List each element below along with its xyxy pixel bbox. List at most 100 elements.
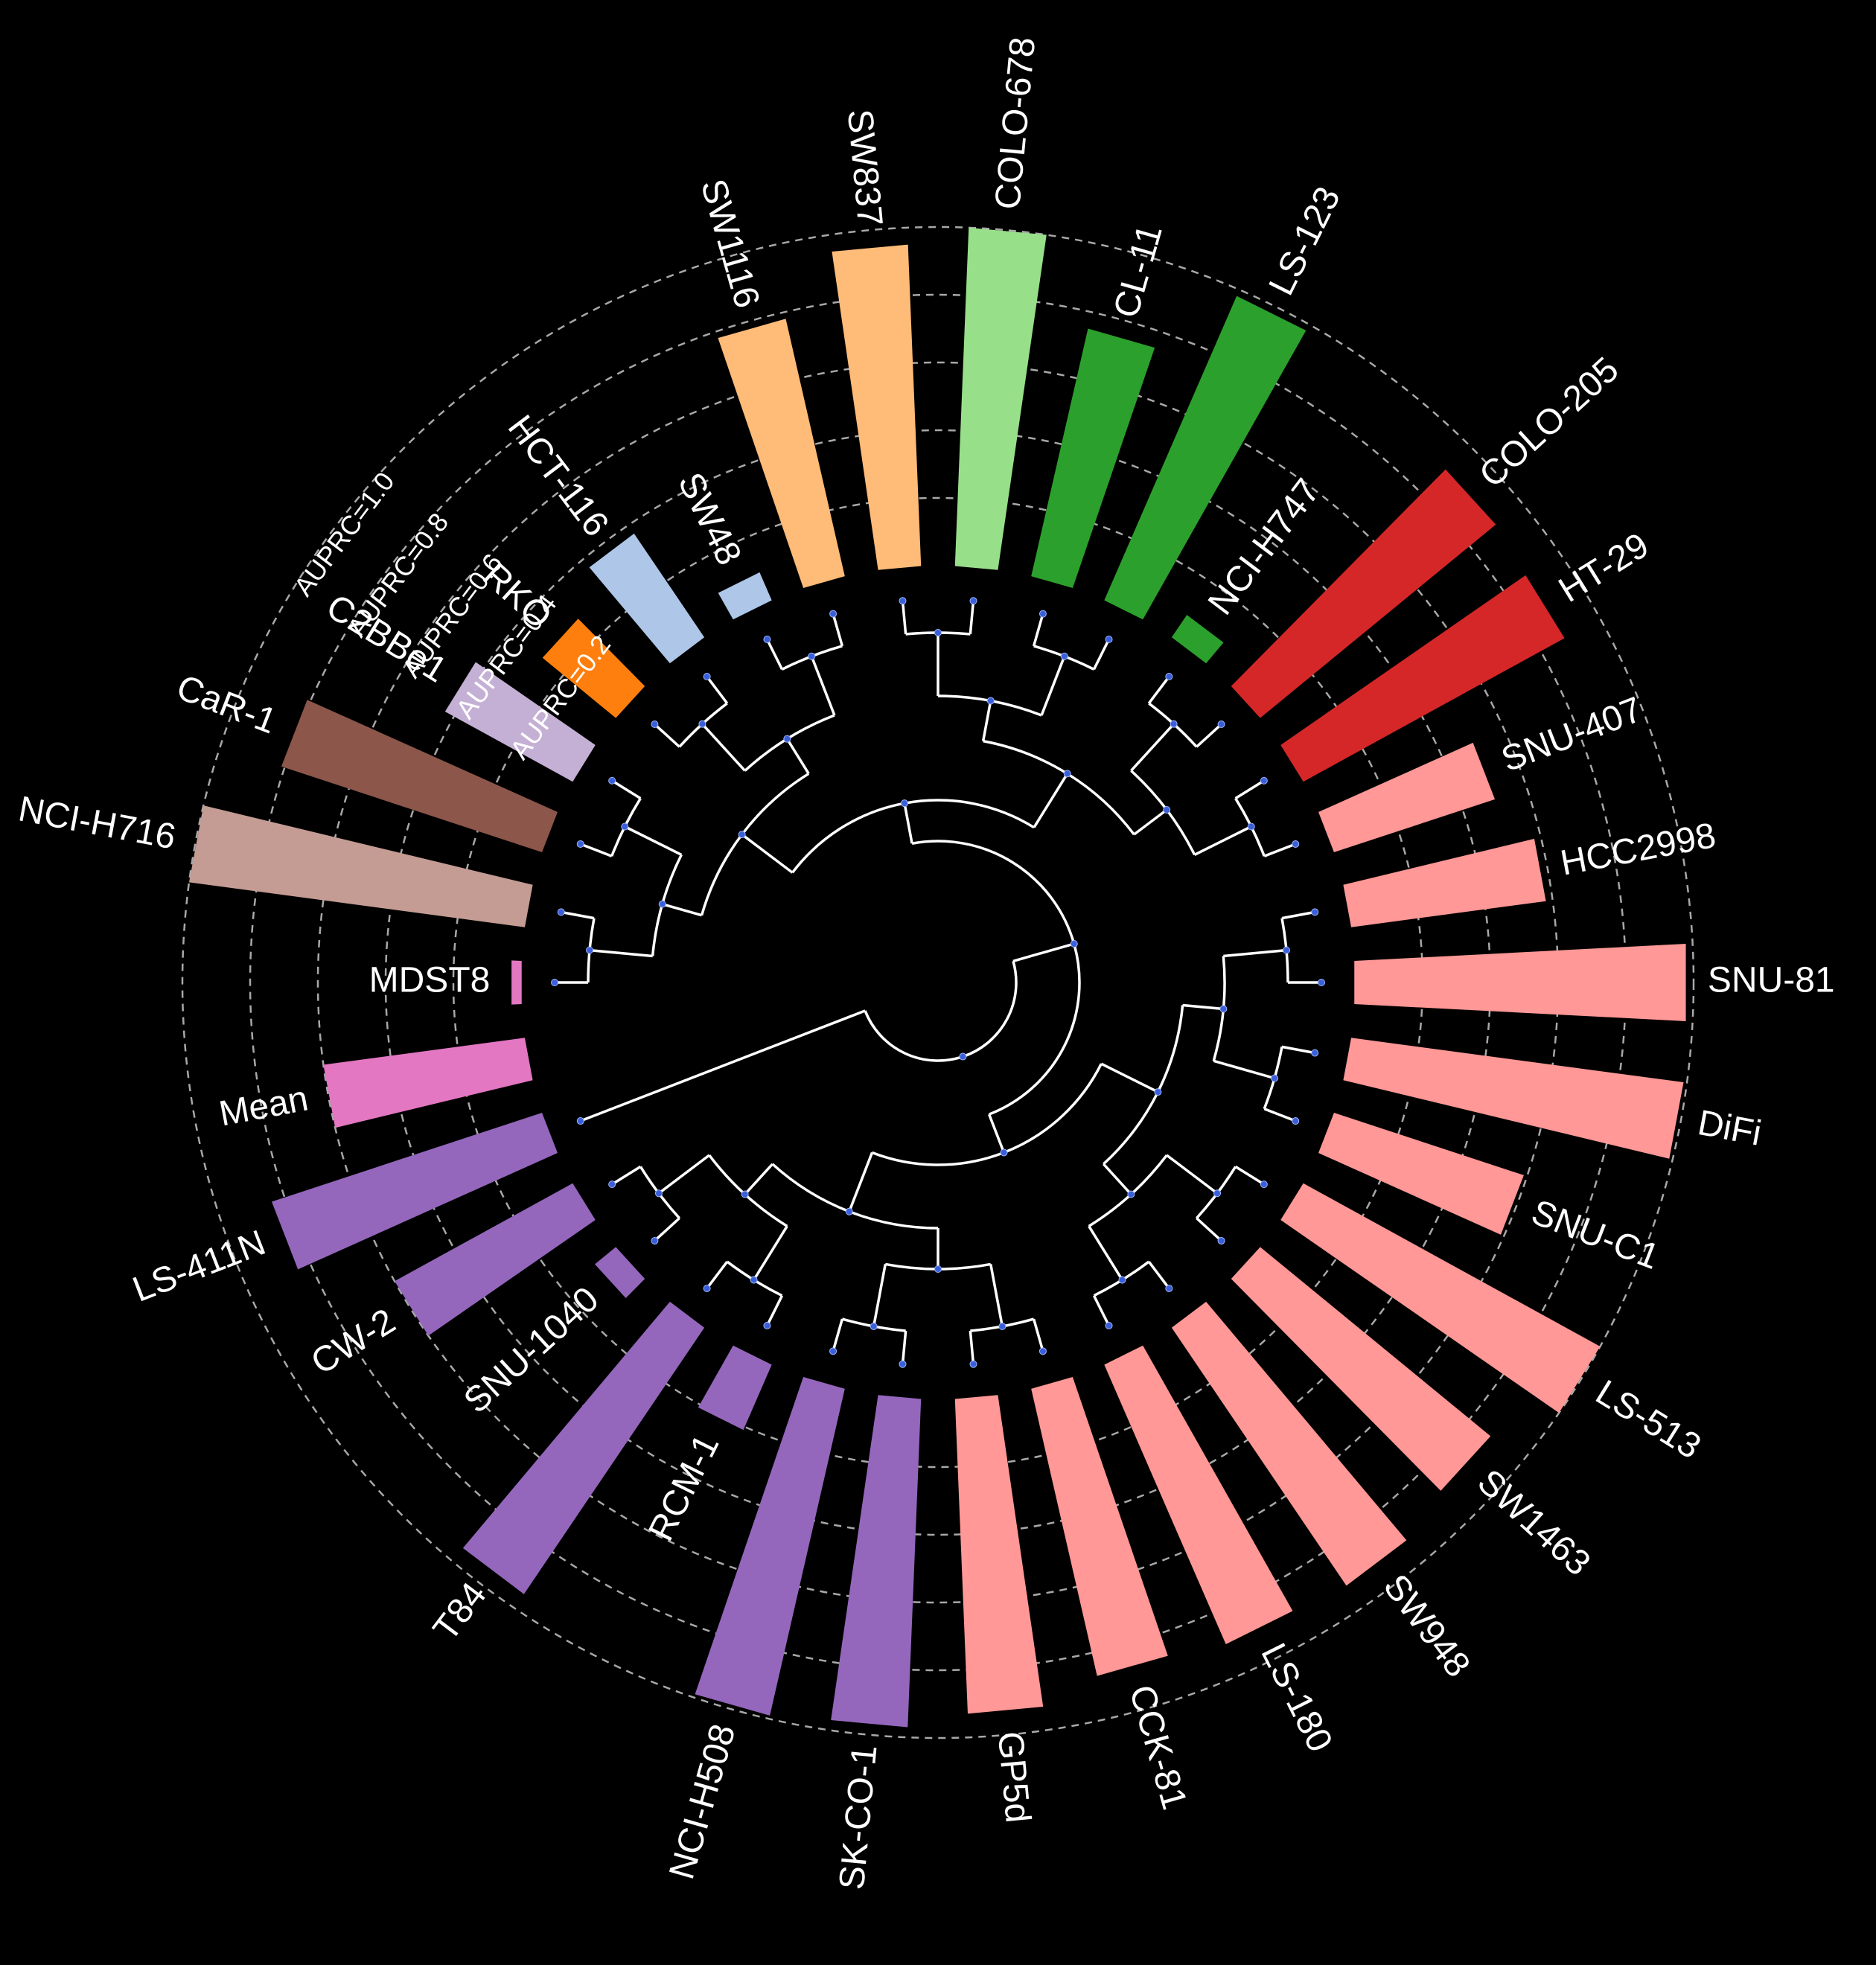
label-sw837: SW837 xyxy=(840,108,890,229)
tree-branch xyxy=(701,723,746,772)
tree-node xyxy=(658,900,666,908)
label-cck-81: CCK-81 xyxy=(1121,1681,1194,1814)
bar-gp5d xyxy=(954,1395,1044,1714)
tree-branch xyxy=(765,639,784,671)
tree-node xyxy=(1105,635,1113,643)
tree-node xyxy=(899,597,907,605)
bar-mean xyxy=(323,1038,533,1128)
label-sw1116: SW1116 xyxy=(693,175,767,313)
tree-branch xyxy=(1088,1225,1123,1281)
tree-branch xyxy=(611,779,642,800)
tree-branch xyxy=(561,910,595,920)
bar-hcc2998 xyxy=(1343,838,1546,927)
label-rcm-1: RCM-1 xyxy=(641,1428,727,1547)
tree-branch xyxy=(988,1114,1006,1154)
label-ht-29: HT-29 xyxy=(1552,525,1656,610)
tree-node xyxy=(829,1347,838,1355)
label-snu-407: SNU-407 xyxy=(1496,690,1647,780)
tree-node xyxy=(621,822,629,831)
tree-branch xyxy=(1100,1062,1159,1093)
label-ls-513: LS-513 xyxy=(1589,1373,1708,1467)
tree-branch xyxy=(706,675,729,704)
tree-node xyxy=(1217,1236,1225,1244)
tree-node xyxy=(1038,610,1047,618)
tree-branch xyxy=(741,833,794,874)
bar-t84 xyxy=(462,1301,705,1594)
label-colo-678: COLO-678 xyxy=(988,36,1043,211)
label-cl-11: CL-11 xyxy=(1106,220,1170,322)
tree-branch xyxy=(654,723,680,748)
tree-node xyxy=(1118,1276,1126,1284)
tree-branch xyxy=(1130,723,1175,772)
label-hcc2998: HCC2998 xyxy=(1557,816,1719,884)
tree-branch xyxy=(848,1151,874,1212)
tree-node xyxy=(576,1117,584,1125)
tree-branch xyxy=(1032,613,1044,647)
tree-branch xyxy=(1196,1217,1222,1242)
label-sw1463: SW1463 xyxy=(1470,1462,1598,1583)
label-snu-c1: SNU-C1 xyxy=(1526,1192,1665,1277)
tree-branch xyxy=(1263,843,1296,857)
tree-branch xyxy=(657,1154,710,1195)
tree-node xyxy=(969,597,977,605)
tree-node xyxy=(654,1189,663,1198)
tree-arc xyxy=(864,960,1018,1062)
bar-nci-h747 xyxy=(1171,615,1224,664)
bar-ls-411n xyxy=(271,1113,558,1270)
bar-car-1 xyxy=(281,700,558,852)
tree-node xyxy=(1311,908,1319,916)
tree-branch xyxy=(989,1264,1004,1327)
tree-node xyxy=(1282,946,1290,954)
tree-node xyxy=(1292,840,1300,848)
bar-sw1116 xyxy=(718,319,845,589)
tree-node xyxy=(1000,1148,1008,1157)
tree-node xyxy=(1213,1189,1222,1198)
tree-arc xyxy=(871,1063,1103,1166)
bar-nci-h716 xyxy=(188,805,533,927)
label-t84: T84 xyxy=(426,1576,494,1649)
label-nci-h508: NCI-H508 xyxy=(662,1720,743,1884)
tree-branch xyxy=(1234,779,1265,800)
tree-node xyxy=(1165,1284,1173,1292)
tree-branch xyxy=(1040,656,1066,716)
bar-colo-678 xyxy=(954,227,1047,570)
tree-node xyxy=(959,1052,967,1061)
tree-node xyxy=(1105,1322,1113,1330)
tree-node xyxy=(1070,940,1078,948)
tree-node xyxy=(586,946,594,954)
bar-mdst8 xyxy=(511,960,522,1005)
tree-node xyxy=(1063,770,1071,778)
bar-sw948 xyxy=(1171,1301,1407,1586)
tree-node xyxy=(969,1360,977,1368)
bar-cw-2 xyxy=(395,1183,596,1336)
bars-group xyxy=(188,227,1686,1728)
bar-ls-180 xyxy=(1104,1345,1293,1645)
label-mdst8: MDST8 xyxy=(369,961,491,1000)
tree-node xyxy=(829,610,838,618)
tree-node xyxy=(763,635,771,643)
bar-cck-81 xyxy=(1031,1376,1168,1676)
bar-snu-c1 xyxy=(1318,1113,1524,1235)
tree-branch xyxy=(832,1318,844,1352)
bar-nci-h508 xyxy=(695,1376,845,1716)
bar-rko xyxy=(542,619,645,718)
tree-branch xyxy=(589,948,653,958)
label-hct-116: HCT-116 xyxy=(500,408,616,543)
label-nci-h716: NCI-H716 xyxy=(16,789,179,857)
label-difi: DiFi xyxy=(1694,1103,1764,1154)
tree-node xyxy=(741,1190,749,1198)
tree-node xyxy=(1292,1117,1300,1125)
tree-branch xyxy=(580,1009,866,1122)
tree-branch xyxy=(1032,1318,1044,1352)
bar-ht-29 xyxy=(1280,575,1565,782)
tree-branch xyxy=(706,1261,729,1290)
tree-branch xyxy=(744,1163,773,1195)
tree-node xyxy=(1060,652,1068,660)
label-snu-81: SNU-81 xyxy=(1708,961,1835,1000)
tree-branch xyxy=(1092,639,1111,671)
tree-branch xyxy=(810,656,836,716)
tree-node xyxy=(551,979,558,986)
tree-branch xyxy=(1193,825,1252,856)
tree-branch xyxy=(832,613,844,647)
